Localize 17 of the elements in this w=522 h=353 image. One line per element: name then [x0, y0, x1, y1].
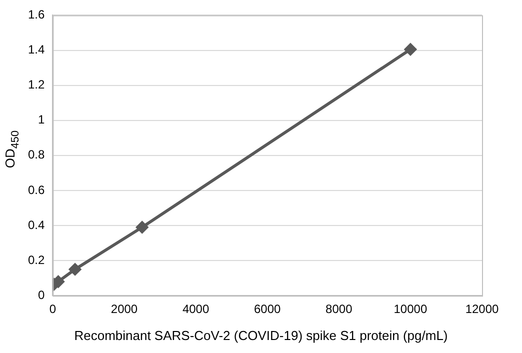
x-tick-label: 8000 [326, 302, 353, 316]
x-tick-label: 4000 [182, 302, 210, 316]
y-tick-label: 0 [38, 288, 45, 302]
x-tick-label: 2000 [110, 302, 138, 316]
y-tick-label: 1 [38, 112, 45, 127]
y-tick-label: 1.6 [28, 8, 45, 22]
y-tick-label: 0.2 [28, 252, 45, 267]
y-tick-label: 0.4 [28, 218, 45, 232]
y-tick-label: 1.2 [28, 78, 45, 92]
x-tick-label: 6000 [254, 302, 282, 316]
y-tick-label: 0.8 [28, 148, 45, 162]
x-tick-label: 0 [49, 302, 56, 316]
x-axis-title: Recombinant SARS-CoV-2 (COVID-19) spike S1 protein (pg/mL) [73, 328, 449, 343]
x-tick-label: 10000 [394, 302, 428, 316]
x-tick-label: 12000 [465, 302, 500, 316]
y-tick-label: 0.6 [28, 182, 45, 197]
y-tick-label: 1.4 [28, 42, 45, 57]
